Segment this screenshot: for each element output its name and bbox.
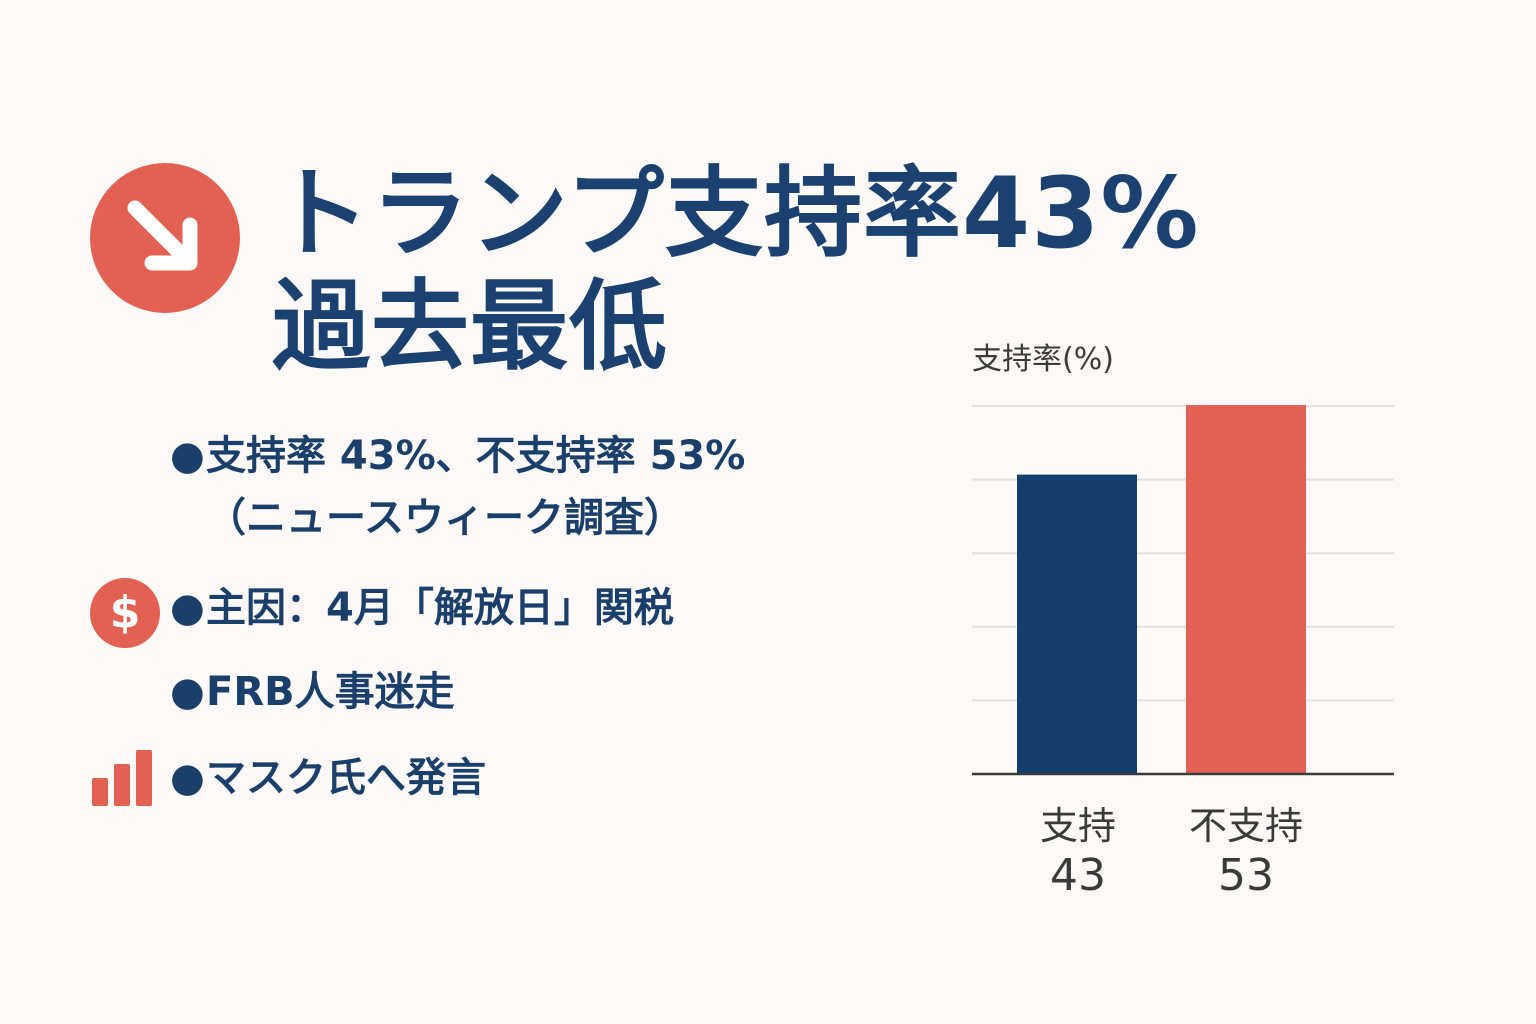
bar-support: [1017, 474, 1137, 774]
arrow-down-right-icon: [90, 163, 240, 313]
data-label-support: 43: [1050, 850, 1106, 901]
bullet-text: 支持率 43%、不支持率 53%: [206, 433, 746, 479]
bullet-dot-icon: ●: [170, 755, 205, 801]
bar-oppose: [1186, 405, 1306, 774]
chart-y-label: 支持率(%): [972, 342, 1114, 377]
headline-line-1: トランプ支持率43%: [272, 157, 1200, 271]
bullet-subtext: （ニュースウィーク調査）: [206, 495, 684, 541]
bar-chart-icon: [92, 750, 152, 806]
bullet-item-musk: ●マスク氏へ発言: [170, 747, 486, 809]
x-tick-label-support: 支持: [1039, 804, 1116, 848]
headline-title: トランプ支持率43% 過去最低: [272, 158, 1200, 384]
bullet-dot-icon: ●: [170, 433, 205, 479]
bullet-dot-icon: ●: [170, 669, 205, 715]
dollar-icon: $: [90, 578, 160, 648]
bullet-text: FRB人事迷走: [206, 669, 455, 715]
headline-line-2: 過去最低: [272, 270, 669, 384]
data-label-oppose: 53: [1218, 850, 1274, 901]
bullet-item-approval: ●支持率 43%、不支持率 53% （ニュースウィーク調査）: [170, 425, 745, 549]
bullet-text: マスク氏へ発言: [206, 755, 486, 801]
bullet-text: 主因：4月「解放日」関税: [206, 585, 674, 631]
bullet-dot-icon: ●: [170, 585, 205, 631]
chart-bars: [1017, 405, 1306, 774]
x-tick-label-oppose: 不支持: [1188, 804, 1303, 848]
bullet-item-cause: ●主因：4月「解放日」関税: [170, 577, 674, 639]
bullet-item-frb: ●FRB人事迷走: [170, 661, 455, 723]
